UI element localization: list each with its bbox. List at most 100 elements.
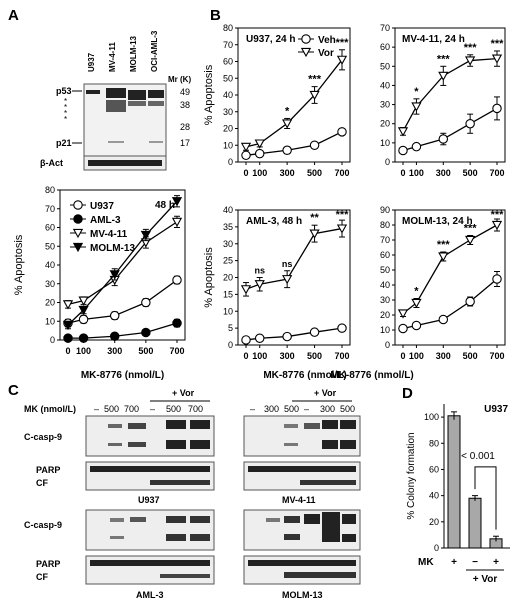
- asterisk: *: [64, 103, 67, 112]
- data-point: [438, 314, 449, 325]
- data-point: [465, 296, 475, 307]
- mk-sign: +: [451, 557, 457, 568]
- y-axis-title: % Apoptosis: [13, 234, 25, 295]
- significance-label: ***: [464, 223, 478, 235]
- pvalue-bracket: [474, 466, 497, 530]
- data-point: [411, 320, 422, 331]
- x-tick-label: 300: [107, 346, 122, 356]
- chart-panel-a-lines: 0 10 20 30 40 50 60 70 80 0 100 300 500 700 % Apoptosi…: [13, 185, 186, 381]
- significance-label: *: [285, 105, 290, 117]
- y-tick-label: 70: [45, 204, 55, 214]
- cell-line-molm13: MOLM-13: [282, 590, 323, 600]
- y-tick-label: 30: [223, 239, 233, 249]
- x-tick-label: 300: [436, 351, 451, 361]
- y-tick-label: 0: [50, 335, 55, 345]
- x-axis-title: MK-8776 (nmol/L): [81, 370, 164, 381]
- data-point: [78, 296, 89, 306]
- dose-label: 500: [340, 404, 355, 414]
- series-line: [245, 59, 343, 148]
- y-tick-label: 20: [380, 119, 390, 129]
- y-tick-label: 30: [380, 100, 390, 110]
- band: [128, 442, 146, 447]
- data-point: [411, 141, 422, 152]
- chart-annotation: 48 h: [155, 200, 175, 211]
- data-point: [282, 119, 293, 129]
- y-tick-label: 100: [424, 412, 439, 422]
- data-point: [398, 323, 408, 334]
- series-veh: [241, 127, 347, 161]
- chart-annotation: U937, 24 h: [246, 34, 295, 45]
- y-tick-label: 40: [45, 260, 55, 270]
- y-tick-label: 10: [223, 140, 233, 150]
- band: [190, 440, 210, 449]
- vor-label: + Vor: [473, 574, 498, 585]
- y-tick-label: 90: [380, 205, 390, 215]
- mr-marker: 49: [180, 87, 190, 97]
- dose-label: –: [94, 404, 99, 414]
- p21-label: p21: [56, 138, 72, 148]
- significance-label: ***: [336, 37, 350, 49]
- series-veh: [398, 271, 502, 334]
- data-point: [72, 228, 84, 239]
- panel-letter-d: D: [402, 385, 413, 402]
- data-point: [465, 235, 476, 246]
- series-vor: [397, 218, 503, 319]
- mk-sign: +: [493, 557, 499, 568]
- data-point: [241, 335, 251, 345]
- series-vor: [240, 219, 348, 297]
- x-tick-label: 500: [307, 168, 322, 178]
- y-tick-label: 80: [380, 220, 390, 230]
- x-tick-label: 100: [409, 168, 424, 178]
- data-point: [300, 47, 312, 58]
- significance-label: *: [414, 86, 419, 98]
- dose-label: 700: [188, 404, 203, 414]
- y-tick-label: 30: [223, 107, 233, 117]
- band: [190, 516, 210, 523]
- data-point: [398, 145, 408, 156]
- y-tick-label: 0: [228, 340, 233, 350]
- data-point: [73, 214, 83, 224]
- band: [248, 560, 356, 566]
- x-tick-label: 700: [489, 168, 504, 178]
- series-vor: [240, 49, 348, 153]
- series-molm-13: [62, 195, 183, 331]
- band: [266, 518, 280, 522]
- y-tick-label: 20: [45, 298, 55, 308]
- y-tick-label: 40: [380, 280, 390, 290]
- data-point: [492, 274, 502, 284]
- x-tick-label: 700: [489, 351, 504, 361]
- x-tick-label: 500: [463, 168, 478, 178]
- band: [149, 141, 163, 143]
- chart-u937-24h: 0 10 20 30 40 50 60 70 80 0 100 300 500 700 % Apoptosi…: [203, 23, 351, 178]
- series-vor: [397, 50, 503, 137]
- y-tick-label: 15: [223, 289, 233, 299]
- x-tick-label: 700: [169, 346, 184, 356]
- legend-label: MOLM-13: [90, 243, 135, 254]
- data-point: [282, 275, 293, 285]
- significance-label: ***: [464, 42, 478, 54]
- dose-label: –: [304, 404, 309, 414]
- legend-label: Veh: [318, 35, 336, 46]
- y-tick-label: 25: [223, 256, 233, 266]
- data-point: [254, 333, 265, 343]
- y-tick-label: 0: [228, 157, 233, 167]
- panel-c-blots: MK (nmol/L) + Vor + Vor – 500 700 – 500 …: [24, 388, 361, 600]
- data-point: [438, 71, 449, 81]
- x-tick-label: 300: [280, 168, 295, 178]
- data-point: [397, 309, 409, 319]
- y-tick-label: 30: [380, 295, 390, 305]
- y-tick-label: 40: [223, 205, 233, 215]
- casp9-label: C-casp-9: [24, 520, 62, 530]
- band: [166, 516, 186, 523]
- chart-aml3-48h: 0 5 10 15 20 25 30 35 40 0 100 300 500 700 % Apoptosis…: [203, 205, 351, 381]
- data-point: [254, 280, 265, 290]
- band: [110, 518, 124, 522]
- data-point: [309, 140, 320, 151]
- series-aml-3: [63, 318, 182, 343]
- data-point: [73, 200, 83, 210]
- x-tick-label: 500: [463, 351, 478, 361]
- x-tick-label: 700: [334, 168, 349, 178]
- data-point: [465, 118, 475, 129]
- x-tick-label: 100: [76, 346, 91, 356]
- data-point: [465, 56, 476, 66]
